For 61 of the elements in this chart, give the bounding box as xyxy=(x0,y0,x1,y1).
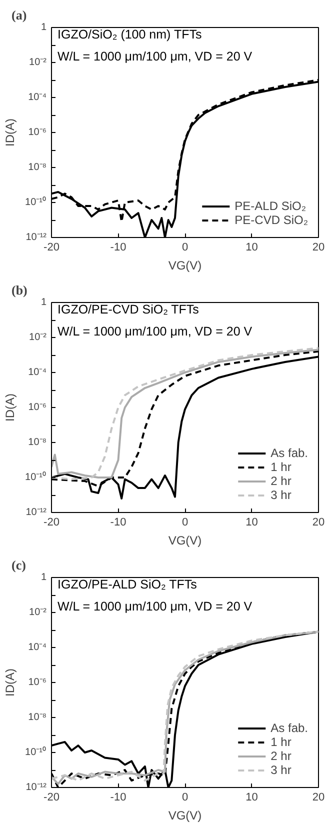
legend-label: PE-ALD SiO₂ xyxy=(234,199,306,213)
y-axis-title: ID(A) xyxy=(3,118,18,146)
y-tick-label: 10⁻⁴ xyxy=(28,92,46,103)
y-tick-label: 10⁻² xyxy=(29,332,48,343)
legend-label: 1 hr xyxy=(270,735,292,749)
y-tick-label: 10⁻⁴ xyxy=(28,367,46,378)
y-axis-title: ID(A) xyxy=(3,668,18,696)
x-tick-label: -20 xyxy=(44,792,60,804)
chart-title: (a) xyxy=(12,8,27,22)
y-tick-label: 10⁻¹⁰ xyxy=(25,471,46,483)
y-tick-label: 10⁻² xyxy=(29,607,48,618)
x-axis-title: VG(V) xyxy=(168,808,202,822)
annotation: IGZO/PE-ALD SiO₂ TFTs xyxy=(58,578,197,592)
x-tick-label: 0 xyxy=(182,242,188,254)
legend-label: 1 hr xyxy=(270,460,292,474)
y-tick-label: 10⁻¹⁰ xyxy=(25,746,46,758)
legend-label: 2 hr xyxy=(270,474,292,488)
x-tick-label: 20 xyxy=(312,792,325,804)
y-tick-label: 10⁻² xyxy=(29,57,48,68)
y-tick-label: 10⁻⁴ xyxy=(28,642,46,653)
annotation: W/L = 1000 μm/100 μm, VD = 20 V xyxy=(58,50,253,64)
x-tick-label: 10 xyxy=(246,242,258,254)
y-tick-label: 10⁻¹⁰ xyxy=(25,196,46,208)
x-tick-label: 0 xyxy=(182,792,188,804)
x-axis-title: VG(V) xyxy=(168,258,202,272)
x-tick-label: 0 xyxy=(182,516,188,528)
legend-label: 3 hr xyxy=(270,763,292,777)
x-tick-label: 10 xyxy=(246,792,258,804)
y-tick-label: 10⁻⁶ xyxy=(28,127,47,138)
legend-label: 3 hr xyxy=(270,488,292,502)
y-tick-label: 10⁻¹² xyxy=(26,232,48,243)
x-tick-label: -10 xyxy=(110,792,126,804)
chart-title: (b) xyxy=(12,282,28,298)
y-tick-label: 1 xyxy=(40,22,47,33)
y-tick-label: 10⁻⁸ xyxy=(28,162,46,173)
x-tick-label: 20 xyxy=(312,516,325,528)
annotation: W/L = 1000 μm/100 μm, VD = 20 V xyxy=(58,600,253,614)
y-tick-label: 10⁻¹² xyxy=(26,782,48,793)
y-tick-label: 1 xyxy=(40,297,47,308)
y-tick-label: 10⁻¹² xyxy=(26,507,48,518)
y-tick-label: 10⁻⁶ xyxy=(28,677,47,688)
x-tick-label: -10 xyxy=(110,242,126,254)
y-tick-label: 10⁻⁶ xyxy=(28,402,47,413)
x-tick-label: 20 xyxy=(312,242,325,254)
legend-label: As fab. xyxy=(270,721,308,735)
x-tick-label: -10 xyxy=(110,516,126,528)
x-tick-label: 10 xyxy=(246,516,258,528)
y-axis-title: ID(A) xyxy=(3,394,18,422)
x-axis-title: VG(V) xyxy=(168,534,202,548)
y-tick-label: 10⁻⁸ xyxy=(28,712,46,723)
chart-title: (c) xyxy=(12,558,26,572)
y-tick-label: 1 xyxy=(40,572,47,583)
legend-label: As fab. xyxy=(270,446,308,460)
x-tick-label: -20 xyxy=(44,242,60,254)
annotation: IGZO/PE-CVD SiO₂ TFTs xyxy=(58,302,199,316)
legend-label: 2 hr xyxy=(270,749,292,763)
legend-label: PE-CVD SiO₂ xyxy=(234,213,308,227)
x-tick-label: -20 xyxy=(44,516,60,528)
annotation: IGZO/SiO₂ (100 nm) TFTs xyxy=(58,28,202,42)
annotation: W/L = 1000 μm/100 μm, VD = 20 V xyxy=(58,324,253,338)
y-tick-label: 10⁻⁸ xyxy=(28,437,46,448)
